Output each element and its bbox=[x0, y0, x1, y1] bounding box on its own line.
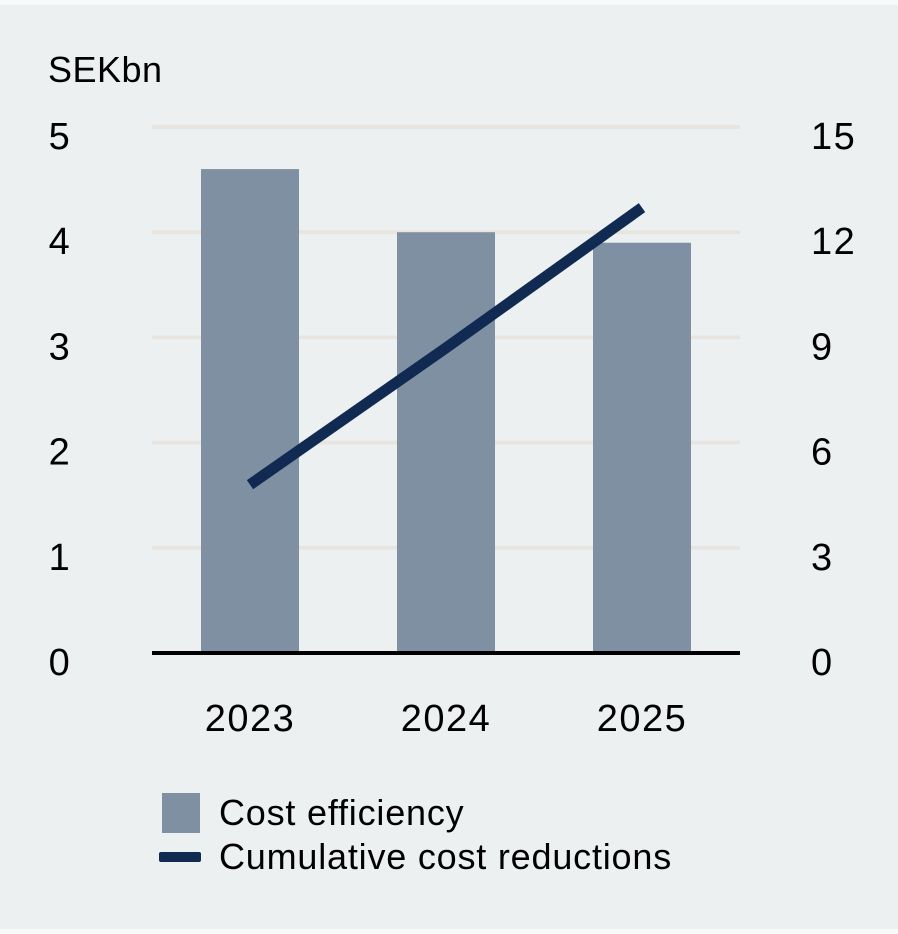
cumulative-trend-line bbox=[246, 203, 646, 490]
y-axis-tick-left: 4 bbox=[49, 221, 72, 263]
x-axis-label-2024: 2024 bbox=[401, 698, 492, 740]
legend-label-cost-efficiency: Cost efficiency bbox=[219, 792, 465, 833]
y-axis-tick-left: 0 bbox=[49, 642, 72, 684]
line-series-swatch-icon bbox=[159, 852, 201, 862]
legend-item-cost-efficiency: Cost efficiency bbox=[162, 789, 464, 837]
y-axis-tick-left: 1 bbox=[49, 537, 72, 579]
bar-2025 bbox=[593, 242, 691, 653]
y-axis-tick-right: 3 bbox=[811, 537, 834, 579]
y-axis-tick-right: 9 bbox=[811, 326, 834, 368]
x-axis-label-2025: 2025 bbox=[597, 698, 688, 740]
x-axis-label-2023: 2023 bbox=[205, 698, 296, 740]
y-axis-tick-right: 15 bbox=[811, 116, 856, 158]
y-axis-tick-right: 12 bbox=[811, 221, 856, 263]
legend-item-cumulative-cost-reductions: Cumulative cost reductions bbox=[159, 836, 672, 878]
y-axis-tick-left: 5 bbox=[49, 116, 72, 158]
top-edge-strip bbox=[0, 0, 898, 5]
y-axis-tick-left: 3 bbox=[49, 326, 72, 368]
legend-label-cumulative-cost-reductions: Cumulative cost reductions bbox=[219, 836, 672, 877]
y-axis-tick-right: 0 bbox=[811, 642, 834, 684]
y-axis-tick-right: 6 bbox=[811, 432, 834, 474]
y-axis-tick-left: 2 bbox=[49, 432, 72, 474]
bar-2024 bbox=[397, 232, 495, 653]
axis-unit-label: SEKbn bbox=[48, 49, 163, 90]
bar-2023 bbox=[201, 169, 299, 653]
bottom-edge-strip bbox=[0, 929, 898, 934]
bar-series-swatch-icon bbox=[162, 793, 200, 833]
